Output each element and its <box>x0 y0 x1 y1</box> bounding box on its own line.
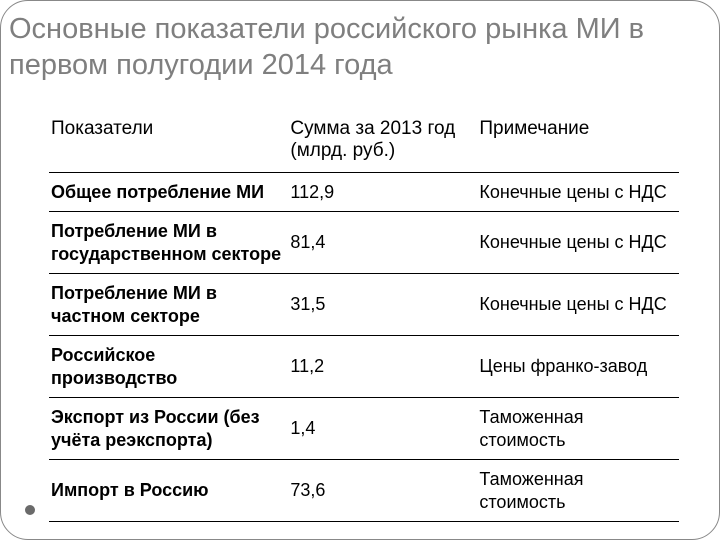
cell-value: 81,4 <box>288 212 477 274</box>
cell-note: Конечные цены с НДС <box>477 274 679 336</box>
table-row: Потребление МИ в государственном секторе… <box>49 212 679 274</box>
cell-note: Конечные цены с НДС <box>477 172 679 212</box>
table-header-row: Показатели Сумма за 2013 год (млрд. руб.… <box>49 108 679 173</box>
cell-indicator: Импорт в Россию <box>49 460 288 522</box>
slide-frame: Основные показатели российского рынка МИ… <box>0 0 720 540</box>
table-row: Российское производство 11,2 Цены франко… <box>49 336 679 398</box>
table-row: Потребление МИ в частном секторе 31,5 Ко… <box>49 274 679 336</box>
cell-value: 73,6 <box>288 460 477 522</box>
col-header-note: Примечание <box>477 108 679 173</box>
cell-value: 1,4 <box>288 398 477 460</box>
cell-value: 11,2 <box>288 336 477 398</box>
table-row: Общее потребление МИ 112,9 Конечные цены… <box>49 172 679 212</box>
slide-title: Основные показатели российского рынка МИ… <box>1 1 719 84</box>
col-header-indicator: Показатели <box>49 108 288 173</box>
table-container: Показатели Сумма за 2013 год (млрд. руб.… <box>1 84 719 523</box>
cell-value: 31,5 <box>288 274 477 336</box>
col-header-value: Сумма за 2013 год (млрд. руб.) <box>288 108 477 173</box>
cell-note: Цены франко-завод <box>477 336 679 398</box>
table-row: Экспорт из России (без учёта реэкспорта)… <box>49 398 679 460</box>
cell-indicator: Потребление МИ в государственном секторе <box>49 212 288 274</box>
cell-value: 112,9 <box>288 172 477 212</box>
table-row: Импорт в Россию 73,6 Таможенная стоимост… <box>49 460 679 522</box>
cell-indicator: Общее потребление МИ <box>49 172 288 212</box>
cell-note: Конечные цены с НДС <box>477 212 679 274</box>
cell-note: Таможенная стоимость <box>477 398 679 460</box>
bullet-icon <box>25 505 35 515</box>
cell-indicator: Российское производство <box>49 336 288 398</box>
cell-indicator: Потребление МИ в частном секторе <box>49 274 288 336</box>
table-body: Общее потребление МИ 112,9 Конечные цены… <box>49 172 679 522</box>
cell-note: Таможенная стоимость <box>477 460 679 522</box>
indicators-table: Показатели Сумма за 2013 год (млрд. руб.… <box>49 108 679 523</box>
cell-indicator: Экспорт из России (без учёта реэкспорта) <box>49 398 288 460</box>
